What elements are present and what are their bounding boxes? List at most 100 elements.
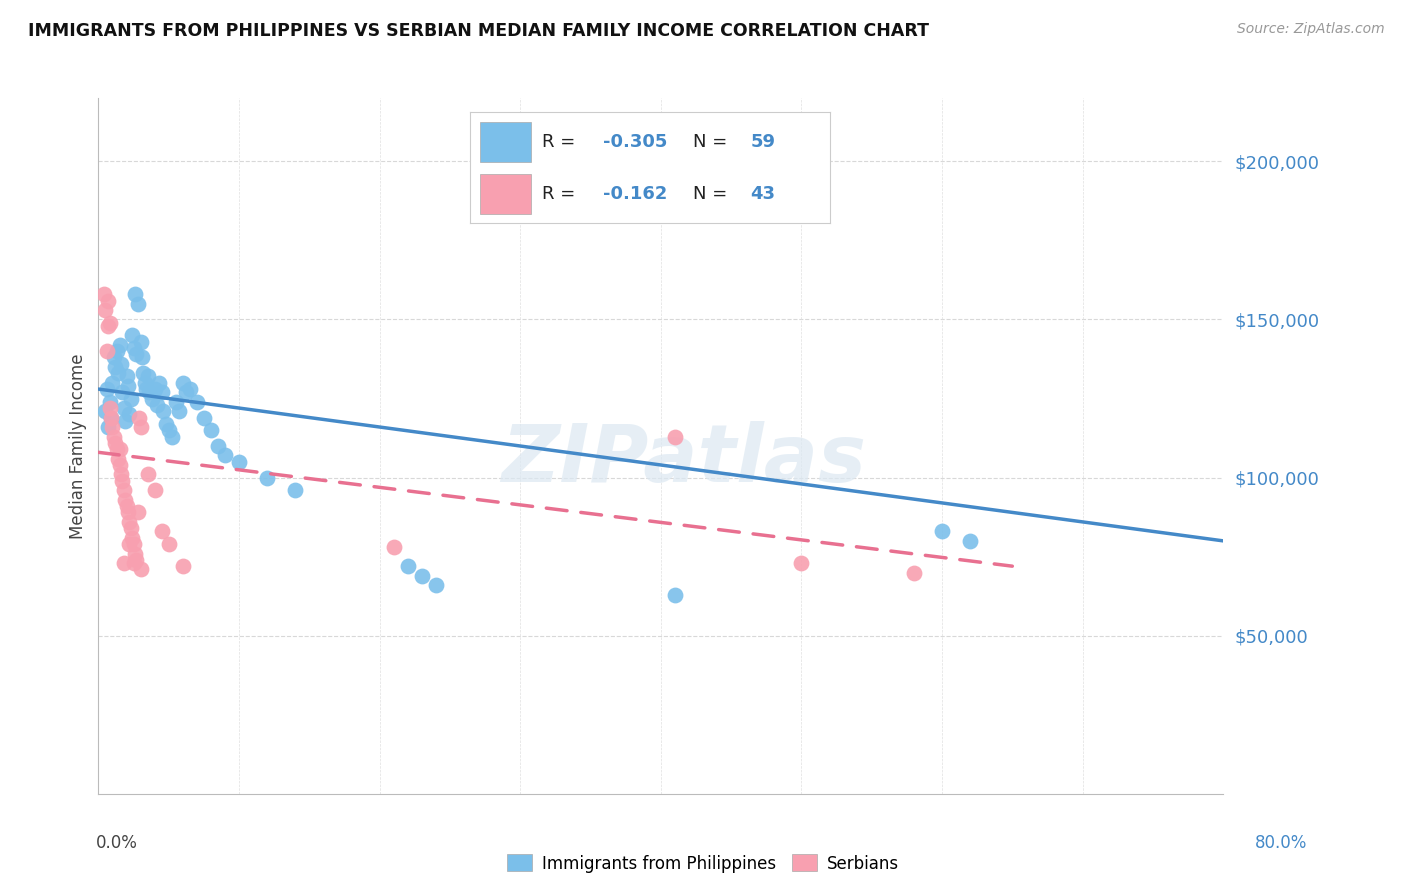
Point bbox=[411, 568, 433, 582]
Point bbox=[122, 556, 145, 570]
Point bbox=[98, 394, 121, 409]
Point bbox=[214, 449, 236, 463]
Point bbox=[150, 524, 173, 539]
Point bbox=[118, 537, 141, 551]
Point bbox=[115, 499, 138, 513]
Point bbox=[664, 429, 686, 443]
Point bbox=[172, 559, 194, 574]
Point bbox=[396, 559, 419, 574]
Point bbox=[959, 533, 981, 548]
Point bbox=[125, 347, 148, 361]
Point bbox=[118, 408, 141, 422]
Point bbox=[125, 553, 148, 567]
Point bbox=[136, 369, 159, 384]
Point bbox=[111, 474, 134, 488]
Point bbox=[157, 423, 180, 437]
Point bbox=[100, 410, 122, 425]
Point bbox=[165, 394, 187, 409]
Point bbox=[134, 376, 156, 390]
Point bbox=[105, 344, 128, 359]
Point bbox=[228, 455, 250, 469]
Point bbox=[104, 359, 127, 374]
Point bbox=[114, 492, 136, 507]
Point bbox=[135, 382, 157, 396]
Point bbox=[200, 423, 222, 437]
Point bbox=[105, 442, 128, 457]
Text: IMMIGRANTS FROM PHILIPPINES VS SERBIAN MEDIAN FAMILY INCOME CORRELATION CHART: IMMIGRANTS FROM PHILIPPINES VS SERBIAN M… bbox=[28, 22, 929, 40]
Point bbox=[931, 524, 953, 539]
Point bbox=[112, 483, 135, 498]
Point bbox=[167, 404, 190, 418]
Point bbox=[121, 531, 143, 545]
Point bbox=[664, 588, 686, 602]
Point bbox=[160, 429, 183, 443]
Point bbox=[98, 401, 121, 415]
Point bbox=[193, 410, 215, 425]
Legend: Immigrants from Philippines, Serbians: Immigrants from Philippines, Serbians bbox=[501, 847, 905, 880]
Point bbox=[150, 385, 173, 400]
Point bbox=[141, 392, 163, 406]
Point bbox=[127, 296, 149, 310]
Point bbox=[121, 328, 143, 343]
Point bbox=[174, 385, 197, 400]
Point bbox=[152, 404, 174, 418]
Point bbox=[98, 316, 121, 330]
Point bbox=[112, 556, 135, 570]
Point bbox=[172, 376, 194, 390]
Point bbox=[117, 379, 139, 393]
Point bbox=[157, 537, 180, 551]
Point bbox=[186, 394, 208, 409]
Point bbox=[146, 398, 169, 412]
Point bbox=[790, 556, 813, 570]
Point bbox=[94, 303, 117, 318]
Point bbox=[110, 467, 132, 482]
Point bbox=[120, 392, 142, 406]
Point bbox=[425, 578, 447, 592]
Point bbox=[96, 344, 118, 359]
Point bbox=[108, 458, 131, 472]
Point bbox=[132, 366, 155, 380]
Point bbox=[101, 420, 124, 434]
Point bbox=[284, 483, 307, 498]
Point bbox=[100, 410, 122, 425]
Y-axis label: Median Family Income: Median Family Income bbox=[69, 353, 87, 539]
Point bbox=[143, 382, 166, 396]
Point bbox=[112, 401, 135, 415]
Point bbox=[207, 439, 229, 453]
Text: 80.0%: 80.0% bbox=[1256, 834, 1308, 852]
Point bbox=[124, 287, 146, 301]
Text: Source: ZipAtlas.com: Source: ZipAtlas.com bbox=[1237, 22, 1385, 37]
Point bbox=[903, 566, 925, 580]
Point bbox=[124, 547, 146, 561]
Point bbox=[111, 385, 134, 400]
Point bbox=[128, 410, 150, 425]
Point bbox=[97, 318, 120, 333]
Point bbox=[103, 351, 125, 365]
Point bbox=[97, 293, 120, 308]
Text: ZIPatlas: ZIPatlas bbox=[501, 421, 866, 499]
Point bbox=[114, 414, 136, 428]
Point bbox=[115, 369, 138, 384]
Point bbox=[107, 366, 129, 380]
Point bbox=[382, 540, 405, 554]
Point bbox=[129, 420, 152, 434]
Point bbox=[108, 442, 131, 457]
Point bbox=[138, 385, 160, 400]
Point bbox=[256, 470, 278, 484]
Point bbox=[136, 467, 159, 482]
Point bbox=[101, 376, 124, 390]
Point bbox=[96, 382, 118, 396]
Point bbox=[129, 562, 152, 576]
Point bbox=[127, 505, 149, 519]
Text: 0.0%: 0.0% bbox=[96, 834, 138, 852]
Point bbox=[155, 417, 177, 431]
Point bbox=[97, 420, 120, 434]
Point bbox=[110, 357, 132, 371]
Point bbox=[117, 505, 139, 519]
Point bbox=[122, 537, 145, 551]
Point bbox=[94, 404, 117, 418]
Point bbox=[118, 515, 141, 529]
Point bbox=[103, 429, 125, 443]
Point bbox=[131, 351, 153, 365]
Point bbox=[143, 483, 166, 498]
